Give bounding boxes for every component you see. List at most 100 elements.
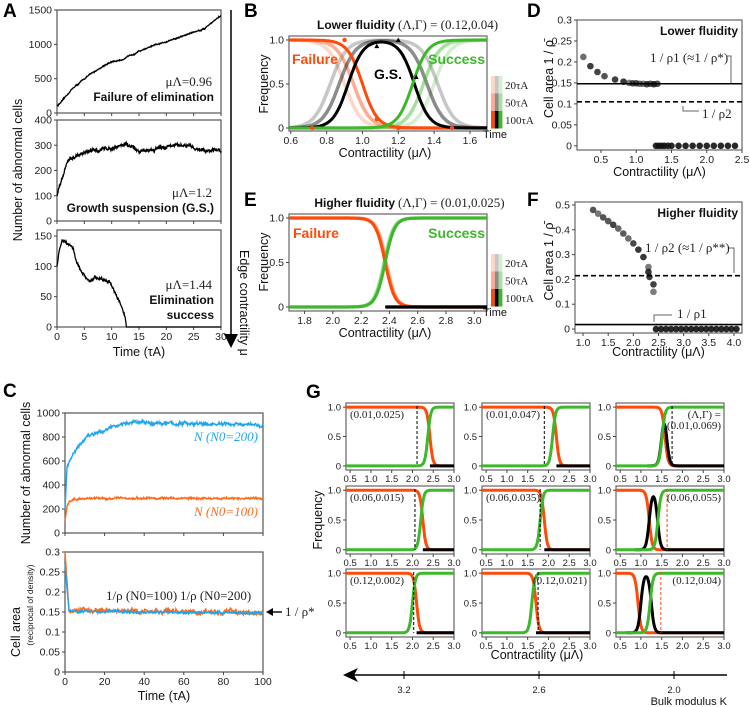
series-line (56, 14, 222, 107)
x-tick-label: 1.0 (634, 474, 647, 485)
parameter-label: (0.12,0.021) (533, 575, 587, 587)
data-marker (374, 117, 380, 122)
x-tick-label: 2.5 (563, 558, 576, 569)
success-label: Success (428, 51, 485, 67)
y-tick-label: 1000 (29, 39, 53, 51)
data-point (650, 288, 657, 296)
x-tick-label: 3.0 (583, 558, 596, 569)
x-tick-label: 2.5 (735, 154, 750, 166)
plot-G4: 00.51.00.5 1.0 1.5 2.0 2.5 3.0(0.06,0.015) (328, 485, 461, 569)
chart-title: Lower fluidity (317, 18, 395, 32)
label-bracket (653, 314, 672, 322)
y-axis-label: Frequency (257, 232, 271, 292)
x-tick-label: 1.5 (655, 641, 668, 652)
success-curve (616, 571, 724, 635)
arrow-label: Edge contractility μ (237, 250, 251, 356)
y-tick-label: 1.0 (598, 569, 611, 580)
y-tick-label: 0.2 (45, 587, 60, 599)
chart-title: Higher fluidity (314, 196, 395, 210)
x-tick-label: 1.5 (521, 558, 534, 569)
x-tick-label: 0.5 (480, 641, 493, 652)
x-tick-label: 1.0 (364, 474, 377, 485)
data-point (713, 325, 720, 333)
plot-G7: 00.51.00.5 1.0 1.5 2.0 2.5 3.0(0.12,0.002) (328, 568, 461, 652)
y-tick-label: 0.5 (464, 432, 477, 443)
x-tick-label: 1.5 (655, 558, 668, 569)
reference-line-label: 1 / ρ1 (677, 306, 707, 321)
x-tick-label: 5 (81, 331, 87, 343)
series-label: 1/ρ (N0=100) (106, 588, 177, 603)
panel-label: C (3, 381, 17, 402)
parameter-label: (0.01,0.025) (350, 409, 404, 421)
data-point (687, 325, 695, 333)
y-tick-label: 0.5 (269, 257, 284, 269)
y-tick-label: 1.0 (598, 403, 611, 414)
x-tick-label: 1.0 (355, 135, 370, 147)
series-line (64, 495, 264, 522)
y-tick-label: 0.5 (328, 516, 341, 527)
x-tick-label: 1.0 (500, 474, 513, 485)
data-point (696, 142, 703, 150)
data-point (724, 142, 732, 150)
y-tick-label: 0 (606, 628, 611, 639)
gs-curve (626, 575, 724, 635)
x-tick-label: 0 (62, 676, 68, 688)
success-curve (346, 571, 454, 635)
x-tick-label: 0.5 (344, 558, 357, 569)
data-point (640, 253, 647, 261)
y-tick-label: 0.3 (555, 249, 570, 261)
data-marker (413, 74, 419, 79)
y-tick-label: 0 (46, 108, 52, 120)
x-tick-label: 2.0 (406, 558, 419, 569)
data-point (601, 72, 608, 80)
success-curve (346, 405, 454, 468)
arrow-head-icon (224, 334, 238, 348)
failure-label: Failure (292, 51, 338, 67)
legend-swatch (494, 76, 499, 94)
y-axis-label: Cell area 1 / ρ̄ (542, 38, 556, 118)
y-tick-label: 0.05 (40, 647, 61, 659)
arrow-head-icon (343, 668, 358, 682)
y-tick-label: 0.05 (552, 119, 573, 131)
y-tick-label: 0.5 (464, 516, 477, 527)
y-tick-label: 0.5 (328, 599, 341, 610)
data-point (692, 325, 700, 333)
legend-entry: 50τA (505, 276, 528, 288)
x-tick-label: 2.5 (427, 558, 440, 569)
plot-frame (56, 229, 222, 328)
y-tick-label: 0.1 (557, 98, 572, 110)
data-marker (310, 125, 315, 131)
chart-title: Lower fluidity (660, 24, 738, 38)
y-tick-label: 0 (566, 140, 572, 152)
x-tick-label: 1.0 (500, 641, 513, 652)
chart-title-params: (Λ,Γ) = (0.12,0.04) (398, 17, 498, 32)
outcome-label: Growth suspension (G.S.) (67, 201, 214, 215)
x-tick-label: 1.5 (385, 641, 398, 652)
legend-entry: 100τA (505, 293, 534, 305)
outcome-label: success (167, 308, 215, 322)
panel-label: D (527, 1, 541, 22)
series-label: 1/ρ (N0=200) (180, 588, 251, 603)
data-marker (395, 37, 401, 42)
success-curve (289, 38, 487, 130)
y-tick-label: 1.0 (328, 569, 341, 580)
x-tick-label: 3.0 (717, 474, 730, 485)
chart-title-params: (Λ,Γ) = (0.01,0.025) (398, 195, 505, 210)
data-point (580, 53, 587, 61)
legend-title: Time (483, 307, 507, 319)
data-point (611, 76, 619, 83)
x-tick-label: 1.4 (427, 135, 442, 147)
plot-frame (288, 35, 488, 132)
data-point (652, 325, 660, 333)
x-tick-label: 1.0 (634, 641, 647, 652)
x-tick-label: 2.8 (439, 315, 454, 327)
mu-value: μΛ=1.44 (166, 277, 213, 292)
data-point (728, 325, 735, 333)
data-point (635, 246, 642, 253)
plot-frame (56, 9, 222, 114)
y-tick-label: 0 (278, 301, 284, 313)
x-tick-label: 2.5 (427, 474, 440, 485)
success-curve (482, 405, 590, 468)
success-curve (482, 571, 590, 635)
